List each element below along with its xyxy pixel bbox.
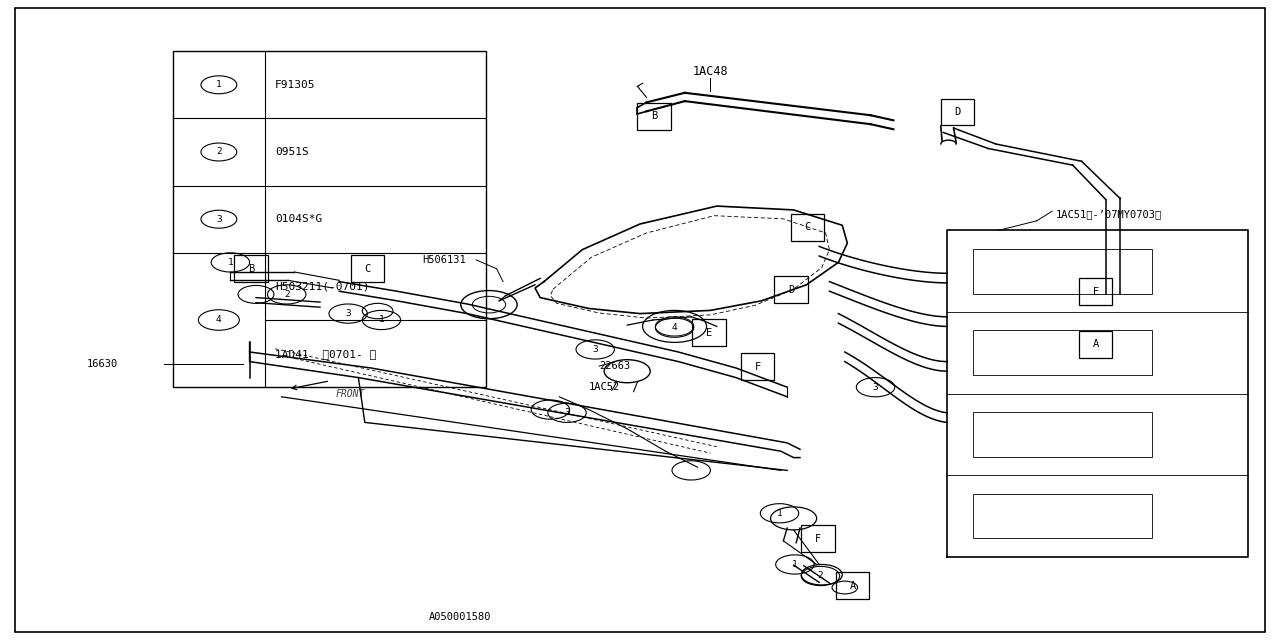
Bar	[973, 249, 1152, 294]
Text: A: A	[1093, 339, 1098, 349]
Text: 4: 4	[216, 316, 221, 324]
Text: B: B	[248, 264, 253, 274]
Text: 1: 1	[777, 509, 782, 518]
Text: 1AC52: 1AC52	[589, 381, 620, 392]
Text: 0104S*G: 0104S*G	[275, 214, 323, 224]
Text: 2: 2	[818, 572, 823, 580]
Text: A: A	[850, 580, 855, 591]
Bar	[973, 412, 1152, 457]
Text: C: C	[805, 222, 810, 232]
Bar	[1079, 278, 1112, 305]
Bar	[941, 99, 974, 125]
Text: B: B	[652, 111, 657, 122]
Bar	[1079, 331, 1112, 358]
Text: 3: 3	[593, 345, 598, 354]
Text: 2: 2	[216, 147, 221, 157]
Text: 1AC51（-’07MY0703）: 1AC51（-’07MY0703）	[1056, 209, 1162, 219]
Bar	[973, 330, 1152, 375]
Bar	[741, 353, 774, 380]
Bar	[692, 319, 726, 346]
Text: F: F	[815, 534, 820, 544]
Text: 4: 4	[672, 323, 677, 332]
Bar	[973, 493, 1152, 538]
Text: C: C	[365, 264, 370, 274]
Text: D: D	[955, 107, 960, 117]
Text: 22663: 22663	[599, 361, 630, 371]
Text: 1: 1	[379, 316, 384, 324]
Text: H506131: H506131	[422, 255, 466, 265]
Text: F: F	[755, 362, 760, 372]
Text: 3: 3	[346, 309, 351, 318]
Text: 1AC48: 1AC48	[692, 65, 728, 78]
Text: FRONT: FRONT	[335, 388, 365, 399]
Text: 1AD41  〈0701- 〉: 1AD41 〈0701- 〉	[275, 349, 376, 358]
Text: 16630: 16630	[87, 358, 118, 369]
Text: 2: 2	[284, 290, 289, 299]
Text: E: E	[1093, 287, 1098, 297]
Text: 1: 1	[792, 560, 797, 569]
Text: H503211(-0701): H503211(-0701)	[275, 282, 370, 291]
Text: 3: 3	[564, 408, 570, 417]
Text: D: D	[788, 285, 794, 295]
Bar	[173, 51, 486, 387]
Text: 0951S: 0951S	[275, 147, 308, 157]
Text: A050001580: A050001580	[429, 612, 492, 622]
Bar	[351, 255, 384, 282]
Text: 1: 1	[216, 80, 221, 90]
Text: F91305: F91305	[275, 80, 316, 90]
Bar	[791, 214, 824, 241]
Text: E: E	[707, 328, 712, 338]
Text: 1: 1	[228, 258, 233, 267]
Text: 3: 3	[873, 383, 878, 392]
Bar	[234, 255, 268, 282]
Bar	[801, 525, 835, 552]
Bar	[774, 276, 808, 303]
Bar	[637, 103, 671, 130]
Bar	[836, 572, 869, 599]
Text: 3: 3	[216, 214, 221, 224]
